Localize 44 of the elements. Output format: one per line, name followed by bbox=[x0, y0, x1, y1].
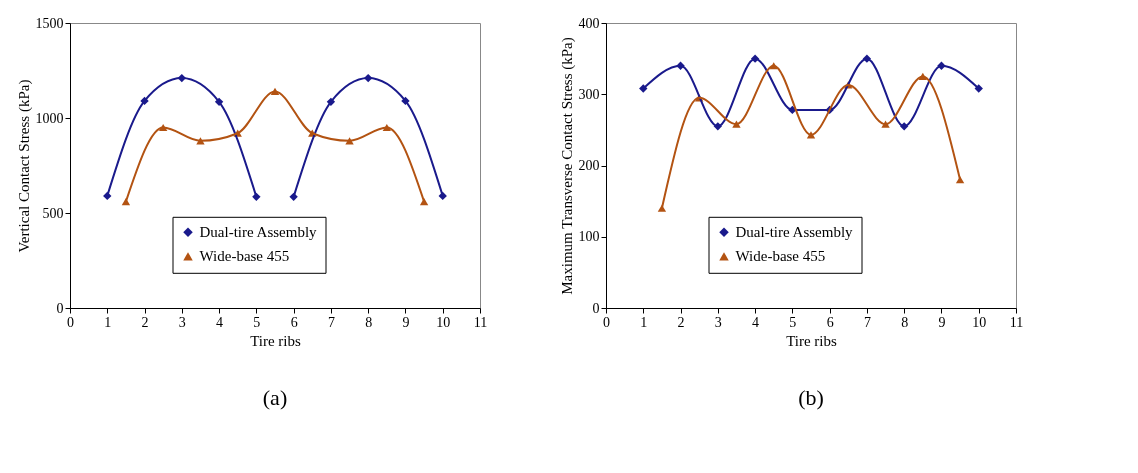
legend-label: Wide-base 455 bbox=[199, 248, 290, 265]
x-tick-label: 8 bbox=[901, 314, 909, 330]
x-tick-label: 6 bbox=[290, 314, 298, 330]
y-tick-label: 300 bbox=[578, 86, 600, 102]
y-tick-label: 1000 bbox=[35, 110, 64, 126]
y-axis-title: Vertical Contact Stress (kPa) bbox=[15, 79, 33, 253]
x-axis-title: Tire ribs bbox=[250, 332, 302, 349]
x-tick-label: 0 bbox=[67, 314, 74, 330]
y-axis-title: Maximum Transverse Contact Stress (kPa) bbox=[558, 37, 576, 295]
x-tick-label: 9 bbox=[402, 314, 410, 330]
x-tick-label: 4 bbox=[216, 314, 224, 330]
x-tick-label: 3 bbox=[178, 314, 186, 330]
x-tick-label: 0 bbox=[603, 314, 610, 330]
x-tick-label: 9 bbox=[938, 314, 946, 330]
x-tick-label: 3 bbox=[714, 314, 722, 330]
y-tick-label: 100 bbox=[578, 229, 600, 245]
y-tick-label: 1500 bbox=[35, 15, 64, 31]
x-tick-label: 7 bbox=[863, 314, 871, 330]
x-tick-label: 10 bbox=[972, 314, 987, 330]
x-tick-label: 10 bbox=[436, 314, 451, 330]
legend-label: Wide-base 455 bbox=[735, 248, 826, 265]
y-tick-label: 400 bbox=[578, 15, 600, 31]
text: (a) bbox=[262, 385, 288, 410]
x-tick-label: 11 bbox=[473, 314, 488, 330]
x-tick-label: 2 bbox=[677, 314, 685, 330]
x-tick-label: 1 bbox=[104, 314, 112, 330]
x-tick-label: 5 bbox=[253, 314, 261, 330]
legend-label: Dual-tire Assembly bbox=[199, 224, 318, 241]
y-tick-label: 500 bbox=[42, 205, 64, 221]
y-tick-label: 0 bbox=[592, 300, 600, 316]
legend-label: Dual-tire Assembly bbox=[735, 224, 854, 241]
x-tick-label: 1 bbox=[640, 314, 648, 330]
x-tick-label: 5 bbox=[789, 314, 797, 330]
x-tick-label: 8 bbox=[365, 314, 373, 330]
x-tick-label: 6 bbox=[826, 314, 834, 330]
y-tick-label: 200 bbox=[578, 158, 600, 173]
point bbox=[657, 204, 667, 212]
x-tick-label: 7 bbox=[327, 314, 335, 330]
text: (b) bbox=[798, 385, 824, 410]
x-tick-label: 11 bbox=[1009, 314, 1024, 330]
x-tick-label: 2 bbox=[141, 314, 149, 330]
x-axis-title: Tire ribs bbox=[786, 332, 838, 349]
y-tick-label: 0 bbox=[56, 300, 64, 316]
x-tick-label: 4 bbox=[752, 314, 760, 330]
